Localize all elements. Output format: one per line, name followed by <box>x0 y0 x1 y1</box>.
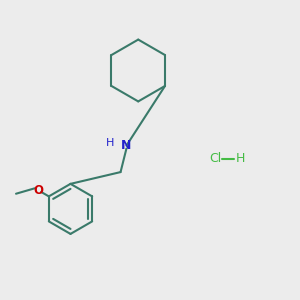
Text: H: H <box>236 152 245 165</box>
Text: Cl: Cl <box>209 152 221 165</box>
Text: N: N <box>121 139 132 152</box>
Text: O: O <box>33 184 43 197</box>
Text: H: H <box>106 138 114 148</box>
